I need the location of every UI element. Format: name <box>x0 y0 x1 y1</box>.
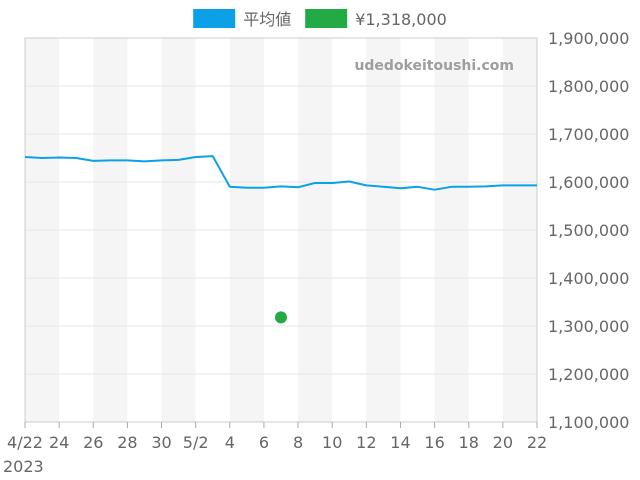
y-tick-label: 1,200,000 <box>548 365 629 384</box>
plot-frame <box>24 37 538 423</box>
y-tick-label: 1,400,000 <box>548 269 629 288</box>
series-layer <box>24 155 537 324</box>
x-axis-ticks <box>24 422 538 428</box>
y-tick-label: 1,900,000 <box>548 29 629 48</box>
legend-swatch <box>193 9 236 28</box>
legend-item[interactable]: ¥1,318,000 <box>305 9 447 29</box>
legend-swatch <box>305 9 348 28</box>
x-tick-label: 24 <box>49 433 69 452</box>
watermark: udedokeitoushi.com <box>354 58 514 74</box>
x-axis-tick-labels: 4/22 24 26 28 30 5/2 4 6 8 10 12 14 16 18 20 22 <box>7 433 547 452</box>
x-tick-label: 26 <box>83 433 103 452</box>
average-price-line[interactable] <box>24 155 537 191</box>
x-tick-label: 8 <box>293 433 303 452</box>
y-axis-tick-labels: 1,100,000 1,200,000 1,300,000 1,400,000 1,50… <box>548 29 629 432</box>
x-tick-label: 20 <box>493 433 513 452</box>
x-axis-year-label: 2023 <box>3 457 44 476</box>
x-tick-label: 28 <box>117 433 137 452</box>
legend-label: ¥1,318,000 <box>355 10 447 29</box>
y-tick-label: 1,100,000 <box>548 413 629 432</box>
x-tick-label: 18 <box>459 433 479 452</box>
x-tick-label: 22 <box>527 433 547 452</box>
x-tick-label: 4/22 <box>7 433 43 452</box>
x-tick-label: 14 <box>390 433 410 452</box>
x-tick-label: 12 <box>356 433 376 452</box>
y-tick-label: 1,600,000 <box>548 173 629 192</box>
x-tick-label: 16 <box>424 433 444 452</box>
x-tick-label: 4 <box>225 433 235 452</box>
y-tick-label: 1,500,000 <box>548 221 629 240</box>
x-tick-label: 30 <box>151 433 171 452</box>
legend-label: 平均値 <box>243 10 291 29</box>
scatter-point[interactable] <box>275 311 287 324</box>
y-tick-label: 1,700,000 <box>548 125 629 144</box>
y-tick-label: 1,300,000 <box>548 317 629 336</box>
y-tick-label: 1,800,000 <box>548 77 629 96</box>
x-tick-label: 6 <box>259 433 269 452</box>
x-tick-label: 10 <box>322 433 342 452</box>
legend-item[interactable]: 平均値 <box>193 9 291 29</box>
legend[interactable]: 平均値 ¥1,318,000 <box>193 9 447 29</box>
x-tick-label: 5/2 <box>183 433 209 452</box>
